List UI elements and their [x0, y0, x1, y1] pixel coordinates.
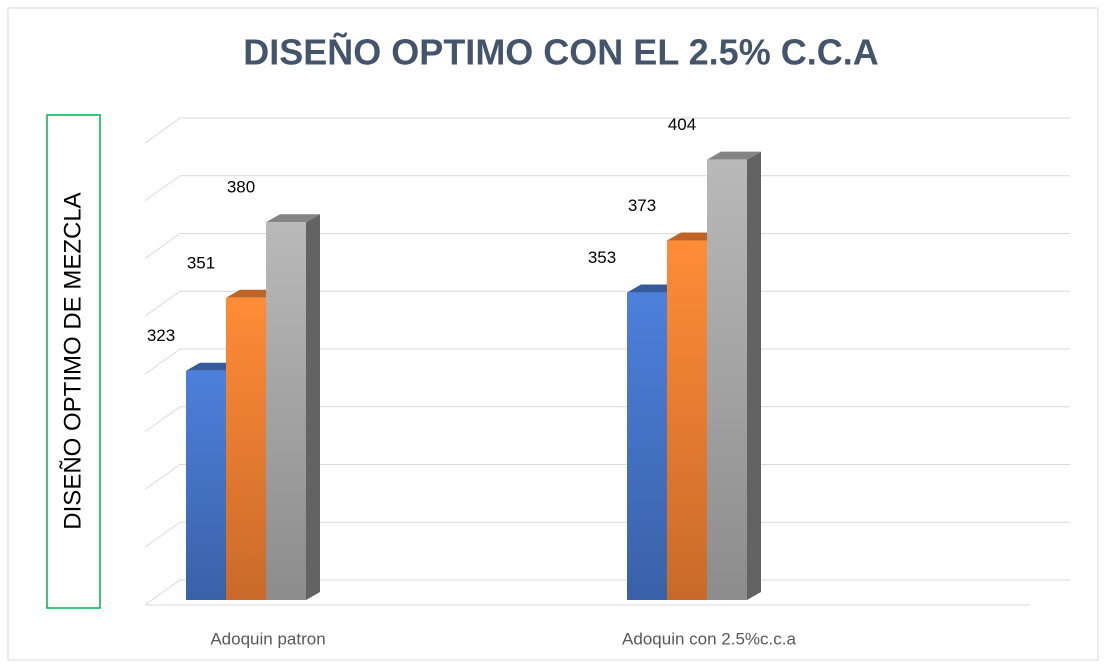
value-label: 380	[227, 178, 255, 197]
y-axis-label: DISEÑO OPTIMO DE MEZCLA	[59, 192, 86, 529]
bar	[266, 222, 306, 600]
bar	[186, 370, 226, 600]
grid-line	[144, 406, 181, 433]
bar	[707, 159, 747, 600]
grid-line	[144, 117, 181, 144]
grid-line	[144, 348, 181, 375]
bar	[226, 297, 266, 600]
bar	[627, 292, 667, 600]
grid-line	[144, 175, 181, 202]
x-tick-label: Adoquin con 2.5%c.c.a	[622, 629, 796, 648]
y-label-box	[46, 114, 101, 609]
value-label: 323	[147, 326, 175, 345]
bar	[667, 240, 707, 601]
value-label: 373	[628, 196, 656, 215]
bar-top	[266, 214, 320, 223]
value-label: 404	[668, 115, 696, 134]
bar-side	[306, 214, 320, 600]
grid-line	[144, 521, 181, 548]
x-tick-label: Adoquin patron	[210, 629, 325, 648]
grid-line	[144, 290, 181, 317]
bar-side	[747, 151, 761, 600]
chart-title: DISEÑO OPTIMO CON EL 2.5% C.C.A	[243, 31, 878, 73]
value-label: 351	[187, 253, 215, 272]
grid-line	[144, 464, 181, 490]
grid-line	[144, 233, 181, 259]
value-label: 353	[588, 248, 616, 267]
grid-line	[144, 579, 181, 606]
bar-top	[707, 151, 761, 160]
